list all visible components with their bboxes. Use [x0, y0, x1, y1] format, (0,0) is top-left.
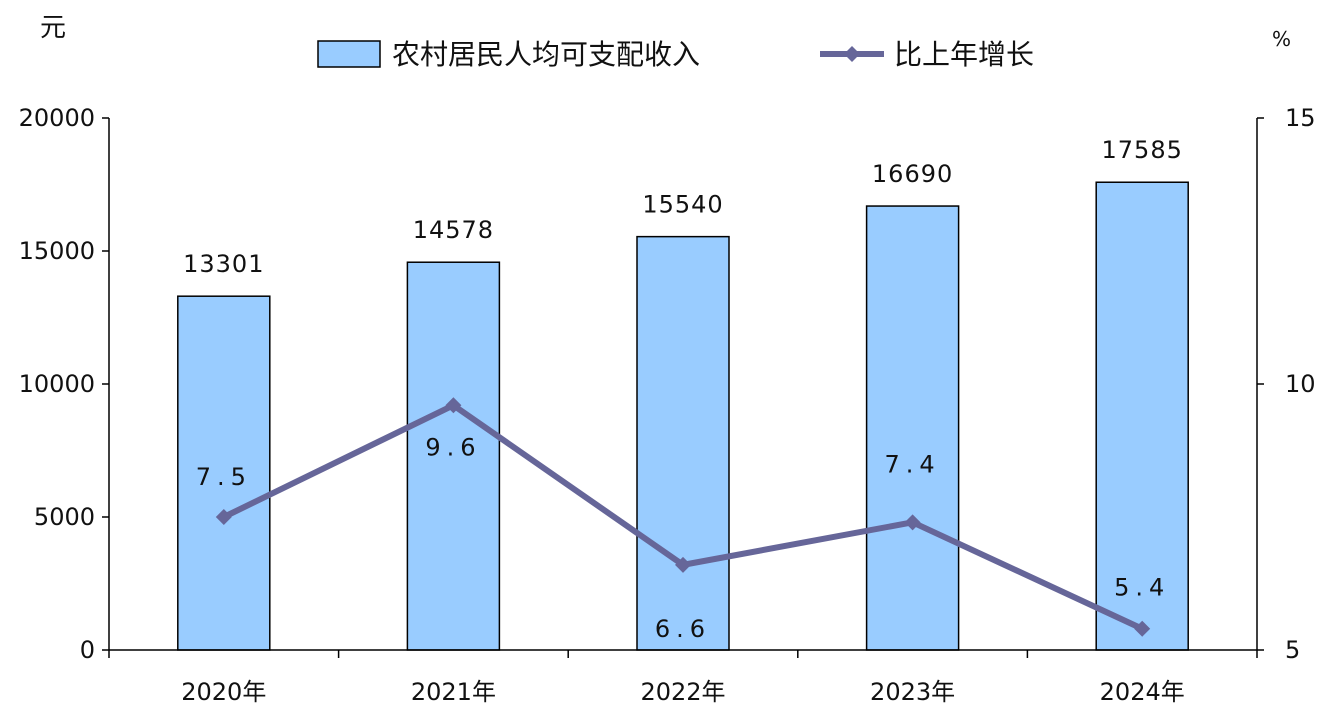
x-category-label-2: 2022年 — [640, 678, 725, 706]
growth-point-1 — [445, 397, 462, 414]
axes-layer: 0 5000 10000 15000 20000 5 10 15 2020年 2021年 2022年… — [19, 104, 1316, 706]
left-tick-label-0: 0 — [80, 636, 95, 664]
bar-value-label-4: 17585 — [1102, 136, 1183, 164]
bar-4 — [1095, 181, 1189, 651]
legend-bar-swatch — [317, 40, 381, 68]
bar-value-label-2: 15540 — [642, 191, 723, 219]
legend-bar-label: 农村居民人均可支配收入 — [392, 38, 700, 71]
data-labels-layer: 13301 14578 15540 16690 17585 7.5 9.6 6.6 7.4 5.4 — [183, 136, 1183, 643]
bar-value-label-3: 16690 — [872, 160, 953, 188]
bar-value-label-0: 13301 — [183, 250, 264, 278]
growth-point-2 — [675, 556, 691, 573]
growth-value-label-2: 6.6 — [655, 615, 711, 643]
bar-2 — [636, 235, 730, 651]
legend-line-marker — [844, 46, 860, 62]
left-tick-label-2: 10000 — [19, 370, 95, 398]
x-category-label-4: 2024年 — [1100, 678, 1185, 706]
bar-1 — [406, 261, 501, 651]
right-tick-label-1: 10 — [1285, 370, 1316, 398]
bar-3 — [865, 205, 960, 651]
legend: 农村居民人均可支配收入 比上年增长 — [317, 38, 1034, 71]
x-category-label-0: 2020年 — [181, 678, 266, 706]
growth-value-label-3: 7.4 — [885, 450, 941, 478]
growth-value-label-0: 7.5 — [196, 463, 252, 491]
left-tick-label-4: 20000 — [19, 104, 95, 132]
left-tick-label-3: 15000 — [19, 237, 95, 265]
x-category-label-3: 2023年 — [870, 678, 955, 706]
left-tick-label-1: 5000 — [34, 503, 95, 531]
growth-point-4 — [1134, 620, 1151, 637]
left-axis-unit: 元 — [40, 13, 66, 43]
bars-layer — [177, 181, 1189, 651]
right-tick-label-0: 5 — [1285, 636, 1300, 664]
growth-value-label-4: 5.4 — [1114, 574, 1170, 602]
growth-line-layer — [215, 397, 1151, 637]
growth-point-3 — [904, 514, 921, 531]
right-tick-label-2: 15 — [1285, 104, 1316, 132]
growth-point-0 — [215, 509, 232, 525]
bar-value-label-1: 14578 — [413, 216, 494, 244]
x-category-label-1: 2021年 — [411, 678, 496, 706]
growth-value-label-1: 9.6 — [425, 433, 481, 461]
right-axis-unit: % — [1272, 27, 1291, 51]
legend-line-label: 比上年增长 — [894, 38, 1034, 71]
